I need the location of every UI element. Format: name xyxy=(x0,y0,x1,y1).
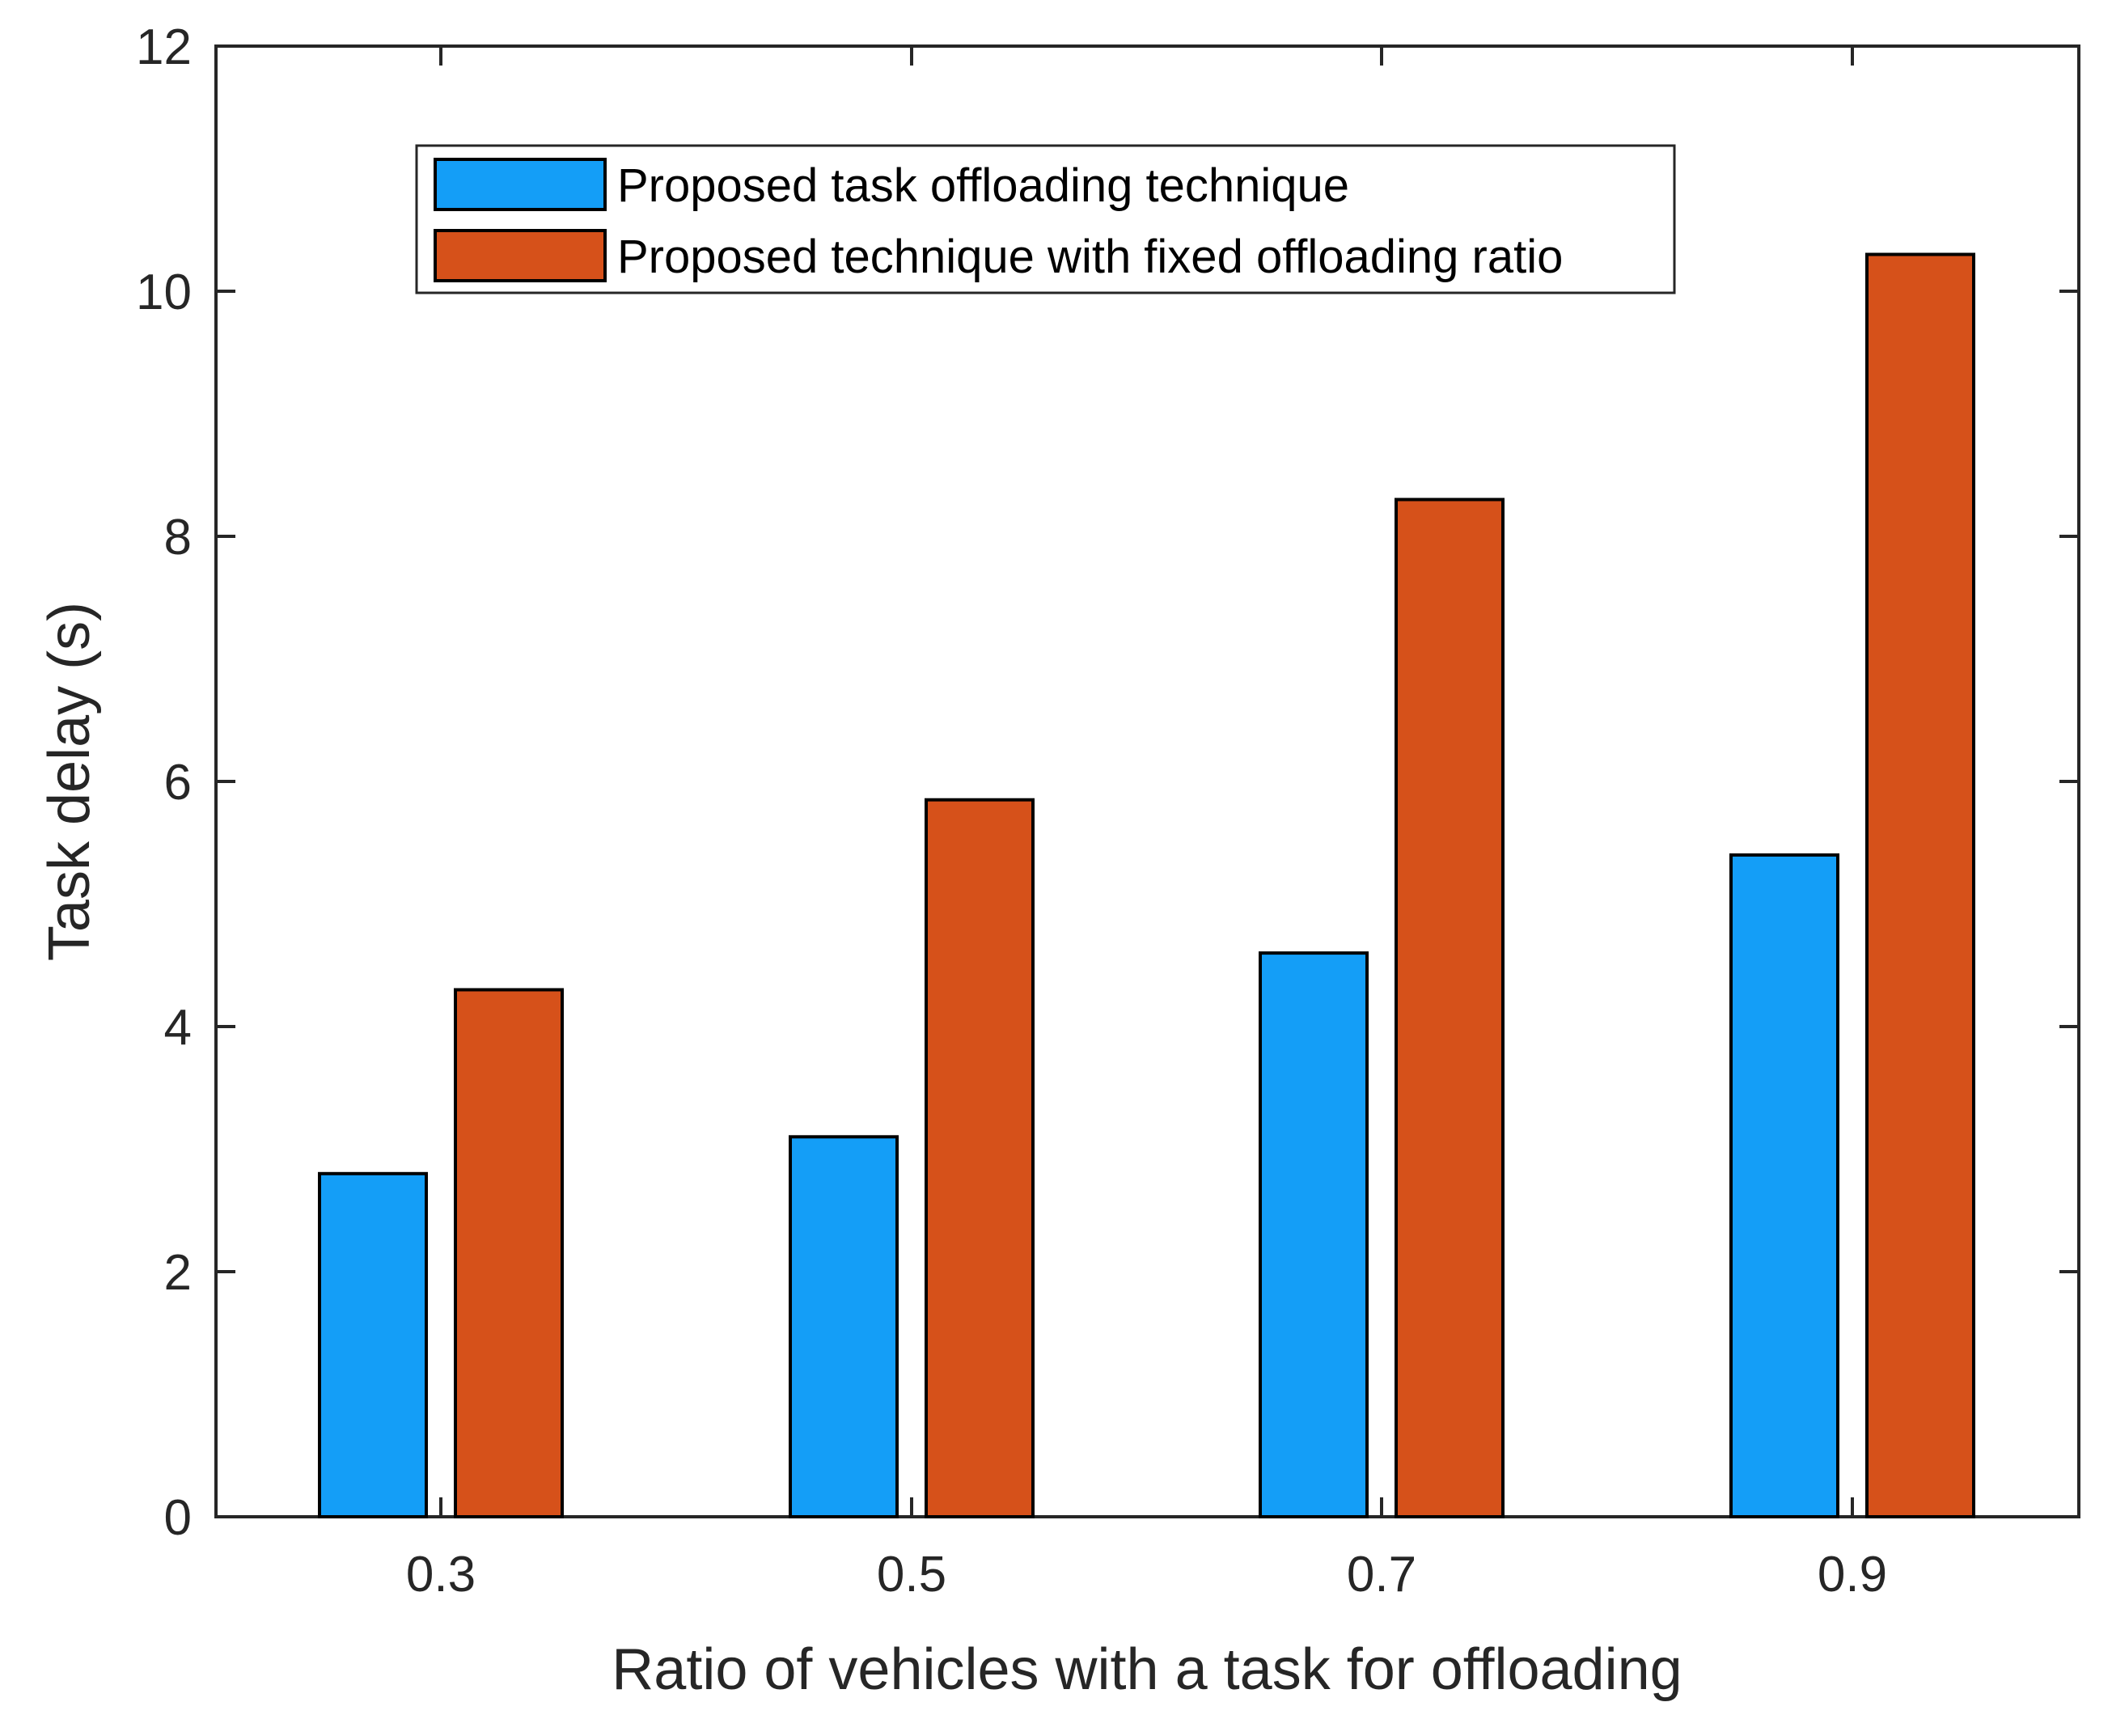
x-tick-label-0.7: 0.7 xyxy=(1347,1547,1416,1603)
legend-swatch-fixed-offloading-ratio xyxy=(434,229,607,282)
y-tick-label-12: 12 xyxy=(136,19,192,75)
y-axis-ticks: 0 2 4 6 8 10 12 xyxy=(136,19,2079,1546)
y-axis-title: Task delay (s) xyxy=(37,602,102,961)
legend-swatch-proposed-task-offloading xyxy=(434,158,607,211)
legend: Proposed task offloading technique Propo… xyxy=(415,144,1676,294)
bar-series-2-0.9 xyxy=(1865,252,1975,1518)
bar-series-1-0.9 xyxy=(1729,853,1839,1518)
y-tick-label-8: 8 xyxy=(164,510,192,565)
x-axis-ticks: 0.3 0.5 0.7 0.9 xyxy=(406,46,1887,1603)
y-tick-label-0: 0 xyxy=(164,1490,192,1546)
legend-label-fixed-offloading-ratio: Proposed technique with fixed offloading… xyxy=(617,231,1563,283)
y-tick-label-2: 2 xyxy=(164,1245,192,1301)
x-tick-label-0.5: 0.5 xyxy=(877,1547,946,1603)
y-tick-label-4: 4 xyxy=(164,1000,192,1056)
y-tick-label-6: 6 xyxy=(164,755,192,811)
bar-series-2-0.7 xyxy=(1395,498,1505,1518)
x-axis-title: Ratio of vehicles with a task for offloa… xyxy=(612,1637,1682,1702)
bars-layer xyxy=(318,252,1975,1519)
bar-series-2-0.3 xyxy=(454,988,564,1518)
bar-series-1-0.5 xyxy=(789,1135,899,1519)
x-tick-label-0.3: 0.3 xyxy=(406,1547,476,1603)
bar-series-2-0.5 xyxy=(925,798,1035,1518)
legend-box xyxy=(415,144,1676,294)
bar-series-1-0.7 xyxy=(1259,951,1369,1518)
y-tick-label-10: 10 xyxy=(136,265,192,320)
bar-series-1-0.3 xyxy=(318,1171,428,1519)
x-tick-label-0.9: 0.9 xyxy=(1818,1547,1887,1603)
legend-label-proposed-task-offloading: Proposed task offloading technique xyxy=(617,159,1349,212)
